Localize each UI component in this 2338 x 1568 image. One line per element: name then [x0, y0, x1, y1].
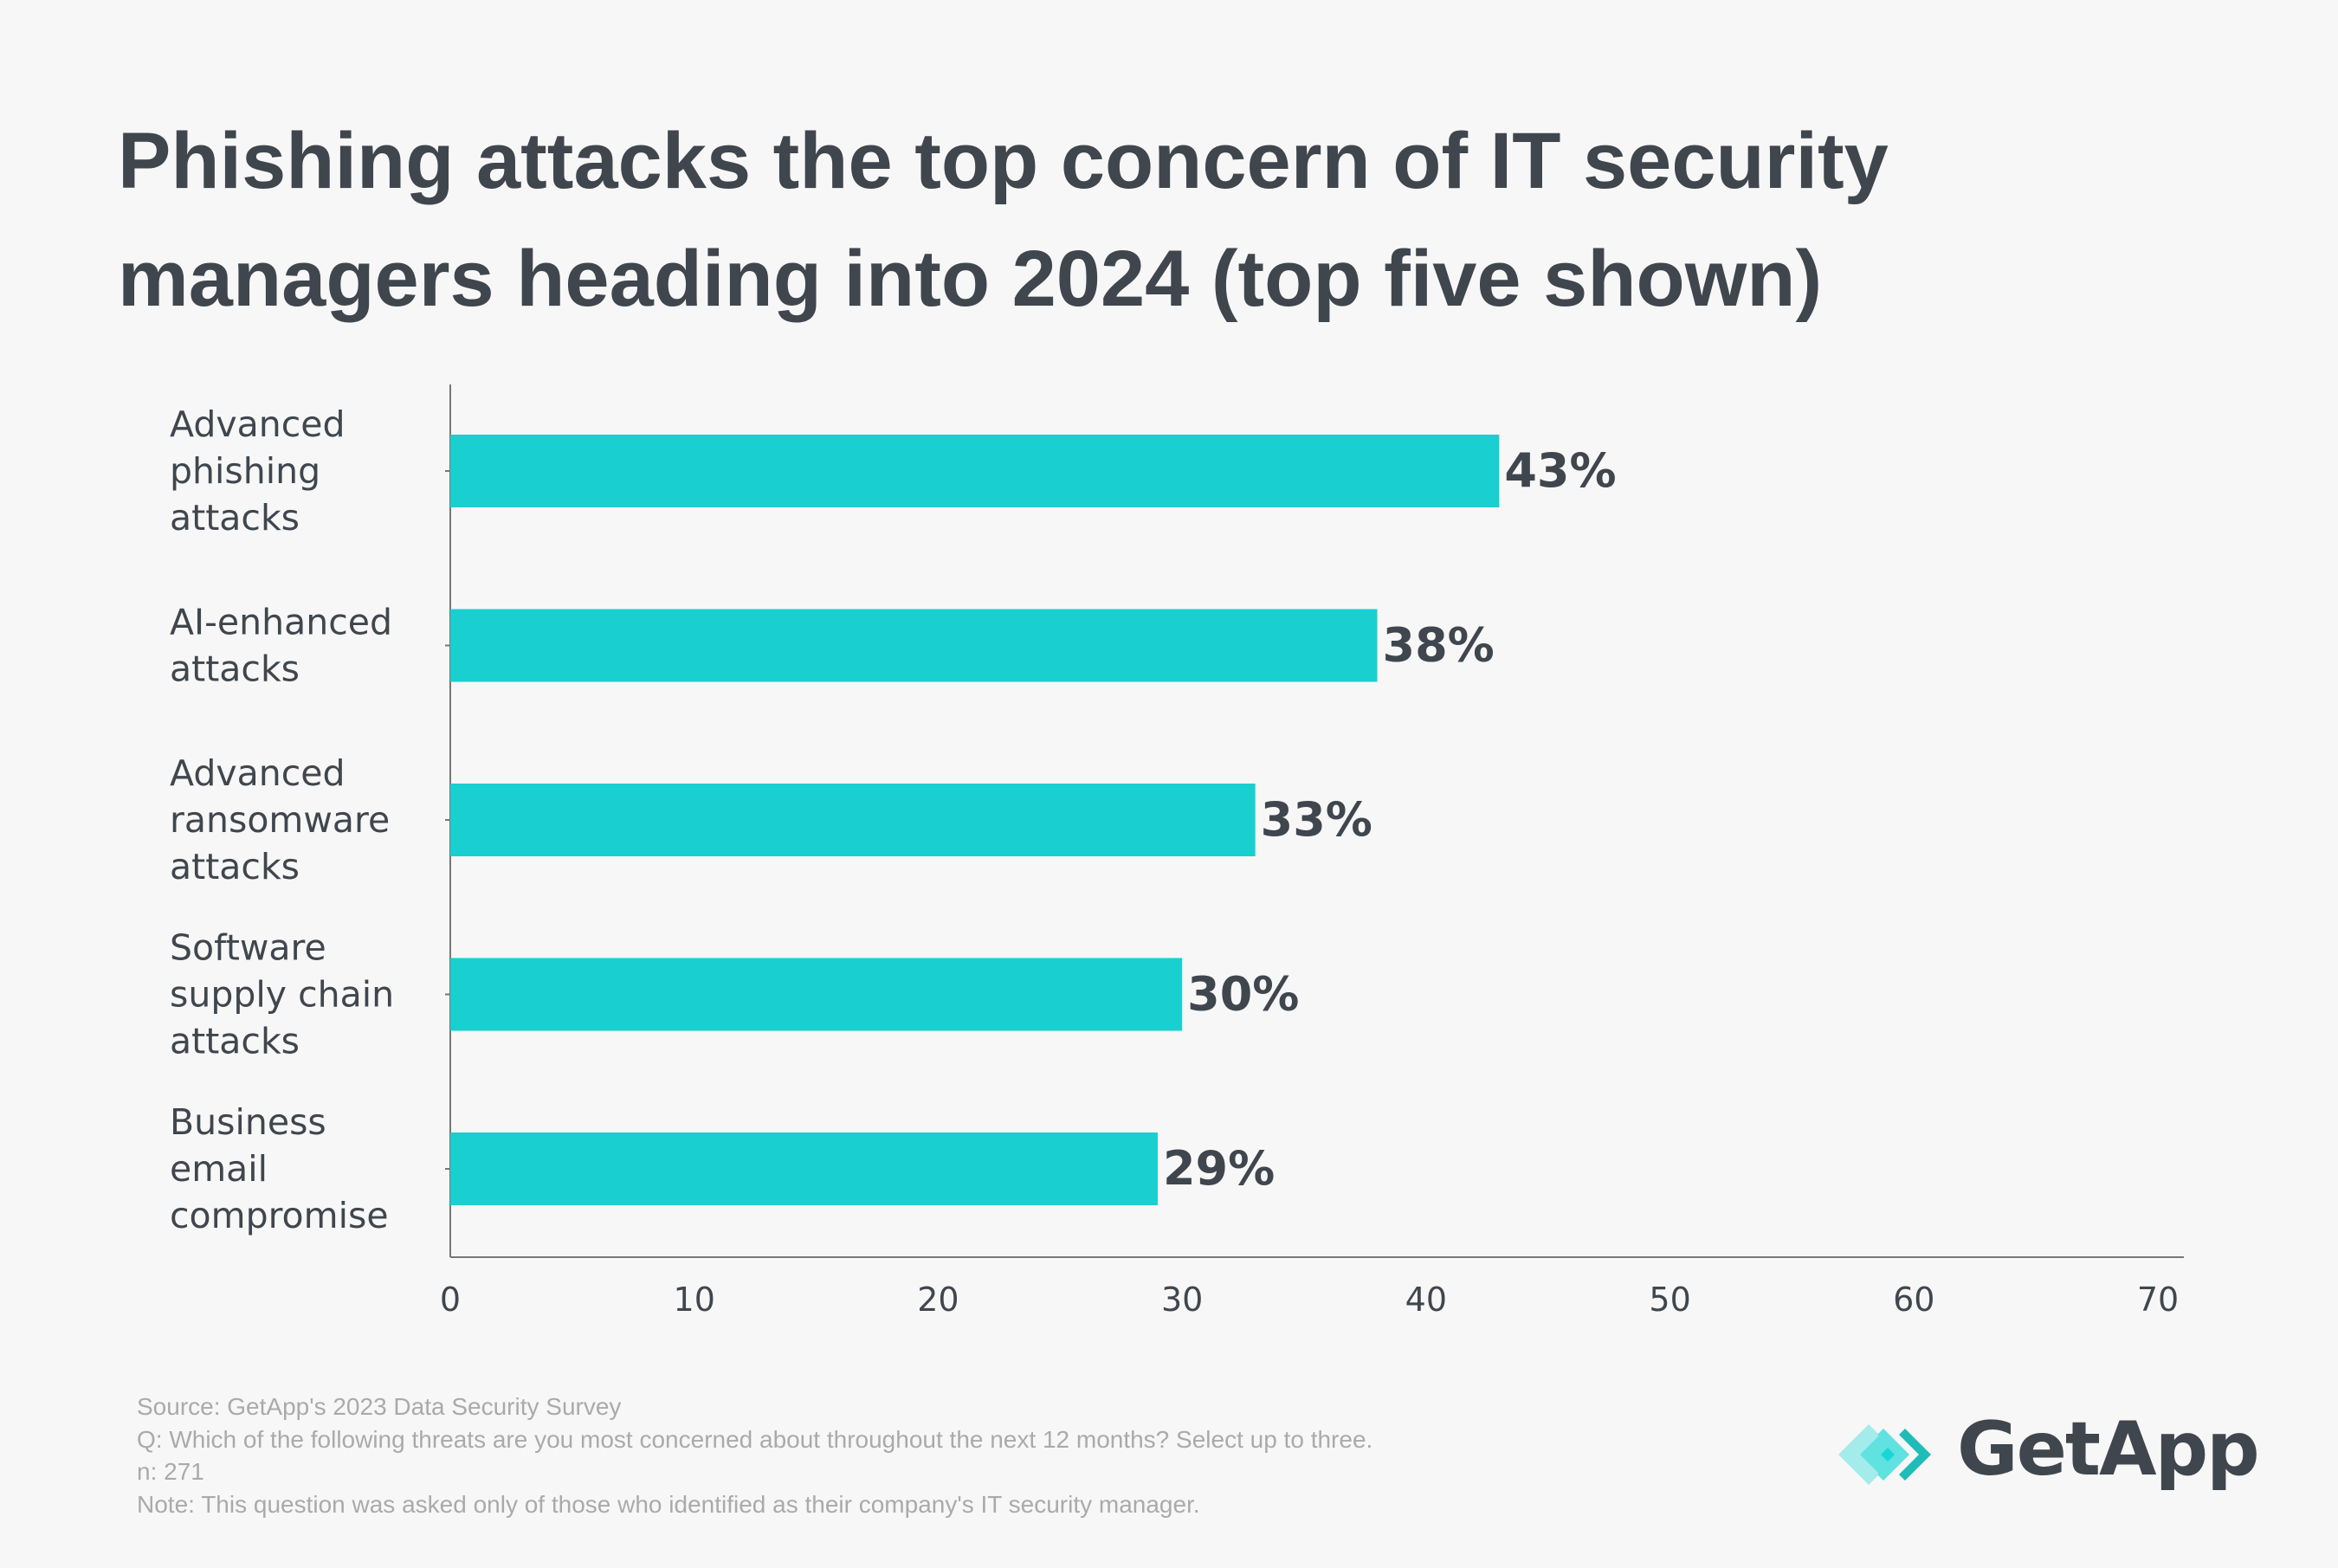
bar: [450, 609, 1378, 682]
bar: [450, 435, 1500, 507]
getapp-logo: GetApp: [1836, 1406, 2260, 1498]
data-label: 30%: [1187, 967, 1299, 1022]
x-tick-label: 0: [440, 1281, 461, 1319]
category-label-line: ransomware: [170, 799, 390, 841]
data-label: 38%: [1383, 618, 1495, 673]
category-label: Software supply chain attacks: [170, 927, 394, 1062]
category-label-line: Software: [170, 927, 326, 969]
chart-title-line-2: managers heading into 2024 (top five sho…: [118, 235, 1823, 323]
bar: [450, 784, 1256, 856]
category-label: Advanced phishing attacks: [170, 403, 346, 539]
category-label-line: phishing: [170, 450, 320, 492]
chart-title-line-1: Phishing attacks the top concern of IT s…: [118, 117, 1889, 205]
question-note: Q: Which of the following threats are yo…: [137, 1425, 1373, 1453]
getapp-logo-icon: [1838, 1424, 1931, 1485]
x-tick-label: 30: [1161, 1281, 1203, 1319]
x-tick-label: 70: [2137, 1281, 2179, 1319]
chart-footer: Source: GetApp's 2023 Data Security Surv…: [137, 1391, 1372, 1520]
category-label-line: attacks: [170, 648, 300, 690]
category-label-line: supply chain: [170, 974, 394, 1016]
bar: [450, 958, 1183, 1031]
category-label-line: compromise: [170, 1195, 389, 1236]
category-label: AI-enhanced attacks: [170, 602, 392, 690]
logo-text: GetApp: [1957, 1406, 2260, 1493]
x-tick-label: 40: [1405, 1281, 1447, 1319]
bar-chart: 0 10 20 30 40 50 60 70 43% Advanced phishing attack…: [170, 384, 2184, 1319]
x-tick-label: 50: [1649, 1281, 1690, 1319]
x-tick-label: 20: [917, 1281, 959, 1319]
category-label-line: attacks: [170, 846, 300, 887]
data-label: 33%: [1261, 792, 1372, 847]
category-label: Business email compromise: [170, 1101, 389, 1236]
bar: [450, 1132, 1158, 1205]
category-label-line: attacks: [170, 497, 300, 539]
category-label-line: email: [170, 1148, 268, 1190]
x-tick-label: 10: [674, 1281, 715, 1319]
x-tick-label: 60: [1893, 1281, 1934, 1319]
category-label: Advanced ransomware attacks: [170, 752, 390, 887]
chart-title: Phishing attacks the top concern of IT s…: [118, 102, 2317, 338]
category-label-line: AI-enhanced: [170, 602, 392, 643]
data-label: 29%: [1163, 1141, 1275, 1196]
category-label-line: Advanced: [170, 752, 346, 794]
data-label: 43%: [1504, 443, 1616, 498]
sample-size: n: 271: [137, 1458, 204, 1485]
category-label-line: Advanced: [170, 403, 346, 445]
note: Note: This question was asked only of th…: [137, 1490, 1200, 1518]
category-label-line: attacks: [170, 1021, 300, 1062]
category-label-line: Business: [170, 1101, 326, 1143]
source-note: Source: GetApp's 2023 Data Security Surv…: [137, 1393, 622, 1420]
